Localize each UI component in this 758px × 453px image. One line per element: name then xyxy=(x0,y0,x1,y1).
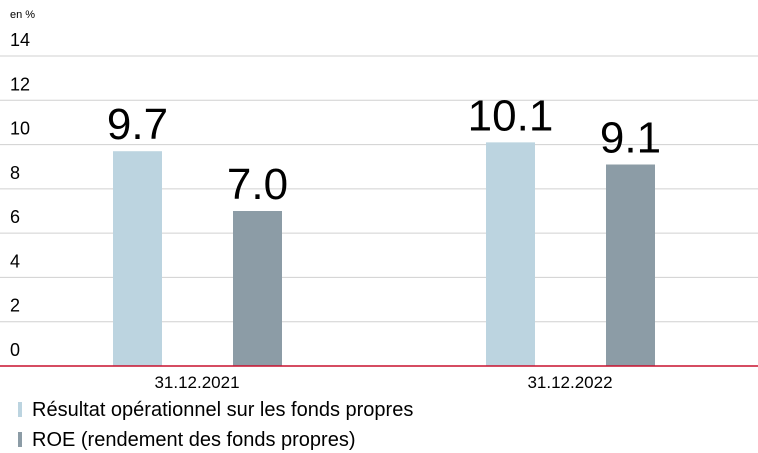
legend-label: ROE (rendement des fonds propres) xyxy=(32,429,356,451)
bar xyxy=(606,164,655,366)
y-tick-label: 6 xyxy=(10,207,20,227)
x-tick-label: 31.12.2022 xyxy=(527,373,612,392)
y-tick-label: 2 xyxy=(10,296,20,316)
bar xyxy=(233,211,282,366)
y-tick-label: 12 xyxy=(10,74,30,94)
y-tick-label: 4 xyxy=(10,251,20,271)
legend-swatch xyxy=(18,402,22,417)
y-tick-label: 10 xyxy=(10,119,30,139)
data-label: 9.7 xyxy=(107,100,168,149)
data-label: 9.1 xyxy=(600,114,661,163)
x-tick-label: 31.12.2021 xyxy=(154,373,239,392)
data-label: 10.1 xyxy=(468,91,554,140)
legend-label: Résultat opérationnel sur les fonds prop… xyxy=(32,399,413,421)
y-tick-label: 14 xyxy=(10,30,30,50)
bar xyxy=(113,151,162,366)
legend-swatch xyxy=(18,432,22,447)
y-axis-unit: en % xyxy=(10,9,35,21)
data-label: 7.0 xyxy=(227,160,288,209)
y-tick-label: 0 xyxy=(10,340,20,360)
bar xyxy=(486,142,535,366)
y-tick-label: 8 xyxy=(10,163,20,183)
